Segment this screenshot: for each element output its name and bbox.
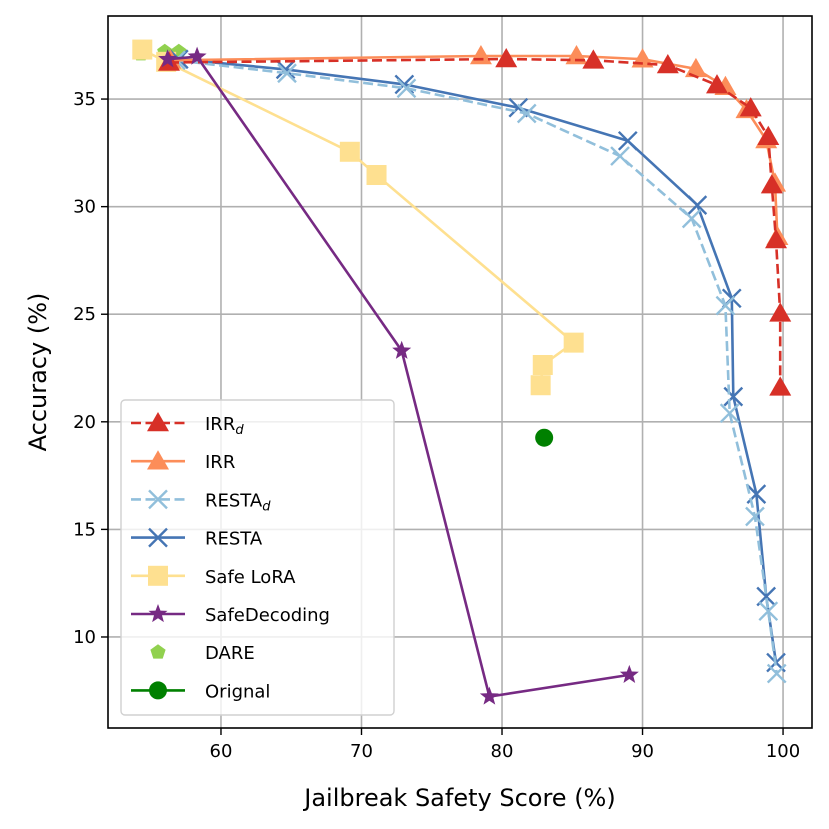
data-point-resta-d: [758, 601, 779, 622]
y-tick-label: 30: [73, 197, 96, 218]
legend-item-irr-d: IRRd: [131, 412, 244, 438]
x-tick-label: 80: [491, 741, 514, 762]
legend-label: RESTA: [205, 529, 263, 550]
legend-label: Orignal: [205, 681, 270, 702]
series-line-irr: [170, 54, 779, 237]
data-point-safe-lora: [132, 39, 153, 60]
data-point-resta-d: [745, 506, 765, 527]
series-layer: [132, 39, 792, 705]
legend-marker-square-icon: [148, 565, 168, 586]
data-point-resta-d: [766, 663, 787, 684]
y-tick-label: 25: [73, 304, 96, 325]
data-point-safe-lora: [563, 332, 584, 353]
legend-item-safe-lora: Safe LoRA: [131, 565, 296, 588]
data-point-irr: [469, 45, 492, 65]
legend-marker-x-icon: [148, 489, 168, 510]
y-tick-label: 15: [73, 519, 96, 540]
data-point-resta-d: [681, 208, 702, 229]
legend: IRRd IRR RESTAd RESTA Safe LoRA SafeDecoding D…: [120, 399, 395, 716]
data-point-irr-d: [765, 228, 788, 249]
plot-frame: [107, 15, 813, 729]
x-tick-label: 90: [631, 741, 654, 762]
data-point-resta-d: [396, 78, 417, 99]
data-point-resta-d: [719, 403, 740, 424]
legend-marker-x-icon: [148, 527, 168, 548]
data-point-resta: [687, 195, 708, 215]
series-line-irr-d: [168, 57, 782, 388]
data-point-irr-d: [739, 97, 762, 117]
x-axis-title: Jailbreak Safety Score (%): [302, 784, 615, 812]
data-point-irr: [684, 57, 707, 78]
y-axis-title: Accuracy (%): [24, 293, 52, 452]
data-point-irr-d: [760, 174, 783, 194]
data-point-irr-d: [757, 125, 780, 145]
legend-item-resta: RESTA: [131, 527, 263, 550]
data-point-resta-d: [715, 295, 736, 316]
series-resta-d: [166, 50, 787, 684]
data-point-irr-d: [582, 49, 605, 69]
data-point-resta-d: [277, 63, 297, 84]
legend-marker-pentagon-icon: [150, 644, 166, 659]
data-point-safe-lora: [339, 141, 360, 162]
data-point-safedecoding: [187, 46, 207, 65]
legend-item-safedecoding: SafeDecoding: [131, 604, 330, 626]
data-point-irr-d: [706, 74, 729, 94]
data-point-safedecoding: [392, 340, 412, 359]
legend-marker-triangle-icon: [147, 412, 169, 432]
data-point-safedecoding: [479, 686, 499, 705]
legend-label: RESTAd: [205, 490, 271, 514]
x-tick-label: 60: [210, 741, 233, 762]
data-point-safe-lora: [532, 355, 553, 376]
series-orignal: [535, 428, 554, 447]
legend-item-dare: DARE: [150, 643, 255, 664]
series-safedecoding: [158, 46, 639, 705]
data-point-safe-lora: [366, 165, 387, 186]
legend-item-resta-d: RESTAd: [131, 489, 271, 514]
y-tick-label: 20: [73, 412, 96, 433]
legend-label: DARE: [205, 643, 255, 664]
x-tick-label: 100: [766, 741, 800, 762]
data-point-irr-d: [769, 376, 792, 396]
legend-marker-triangle-icon: [147, 450, 169, 470]
legend-label: IRR: [205, 452, 235, 473]
x-tick-label: 70: [350, 741, 373, 762]
legend-marker-star-icon: [148, 604, 168, 623]
data-point-irr-d: [495, 48, 518, 68]
data-point-resta: [275, 59, 296, 80]
series-irr-d: [157, 48, 792, 396]
legend-label: IRRd: [205, 414, 244, 438]
data-point-safedecoding: [619, 664, 639, 683]
data-point-resta: [723, 386, 744, 407]
legend-item-orignal: Orignal: [131, 681, 270, 702]
data-point-resta: [617, 130, 638, 151]
data-point-irr-d: [769, 302, 792, 322]
data-point-orignal: [535, 428, 554, 447]
legend-marker-circle-icon: [149, 681, 167, 700]
axis-ticks: 60 70 80 90 100 10 15 20 25 30 35: [73, 89, 800, 762]
legend-item-irr: IRR: [131, 450, 235, 473]
legend-label: SafeDecoding: [205, 605, 330, 626]
y-tick-label: 35: [73, 89, 96, 110]
data-point-safe-lora: [530, 375, 551, 396]
y-tick-label: 10: [73, 627, 96, 648]
legend-label: Safe LoRA: [205, 567, 296, 588]
data-point-resta-d: [516, 103, 537, 124]
series-safe-lora: [132, 39, 584, 396]
data-point-safedecoding: [158, 49, 178, 68]
data-point-irr-d: [656, 54, 679, 74]
data-point-resta-d: [610, 146, 630, 166]
legend-frame: [120, 399, 395, 716]
